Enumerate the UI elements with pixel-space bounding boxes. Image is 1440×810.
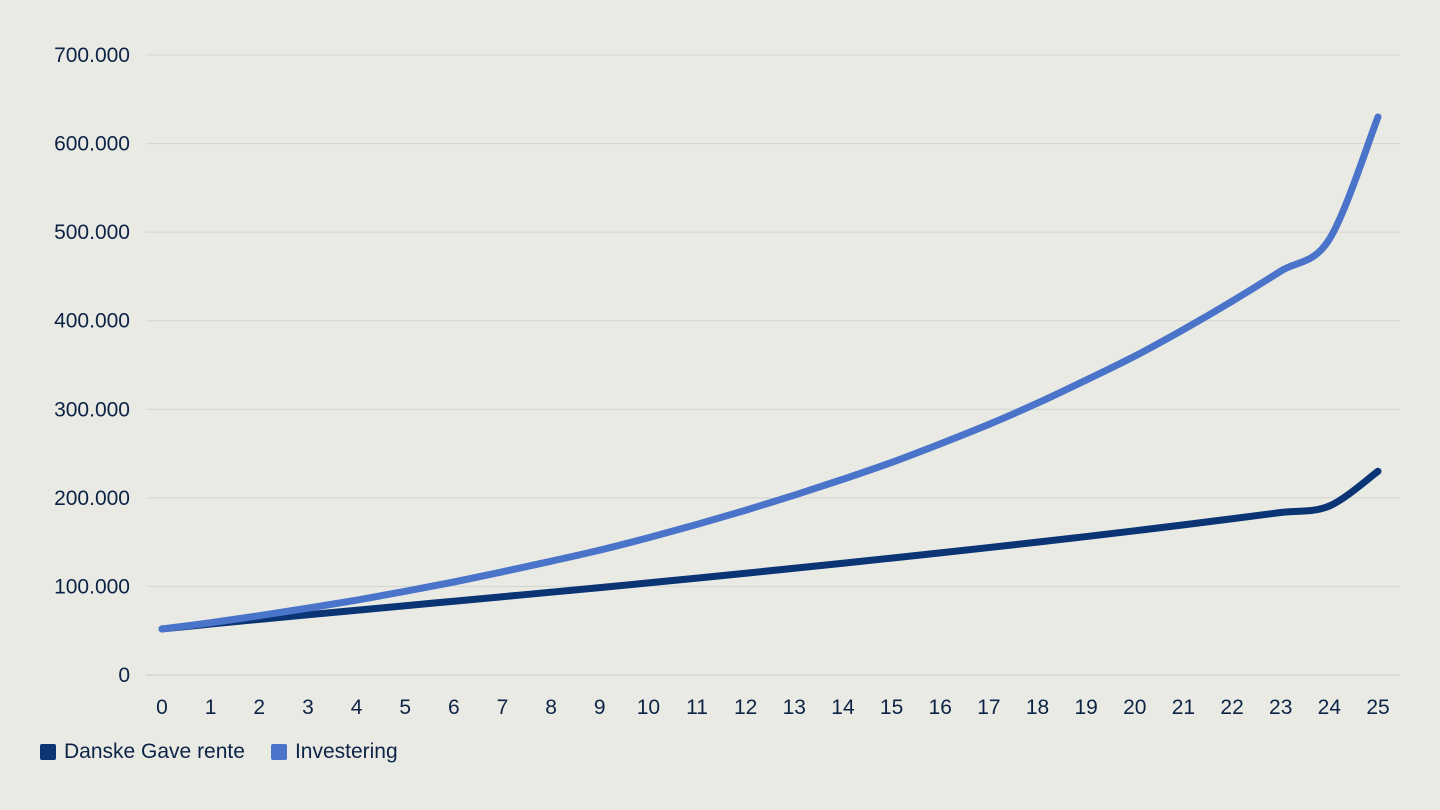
x-tick-label: 3: [302, 696, 314, 719]
x-tick-label: 11: [686, 696, 708, 719]
legend-swatch-danske-gave-rente: [40, 744, 56, 760]
legend-label: Investering: [294, 740, 398, 763]
x-tick-label: 9: [594, 696, 606, 719]
x-tick-label: 8: [545, 696, 557, 719]
y-tick-label: 700.000: [54, 44, 130, 67]
series-line-danske-gave-rente: [158, 467, 1382, 633]
x-tick-label: 7: [497, 696, 509, 719]
y-tick-label: 0: [118, 664, 130, 687]
y-tick-label: 400.000: [54, 310, 130, 333]
y-tick-label: 100.000: [54, 575, 130, 598]
x-tick-label: 0: [156, 696, 168, 719]
x-tick-label: 16: [929, 696, 952, 719]
y-tick-label: 600.000: [54, 133, 130, 156]
x-tick-label: 15: [880, 696, 903, 719]
x-tick-label: 10: [637, 696, 660, 719]
x-tick-label: 18: [1026, 696, 1049, 719]
series-line-investering: [158, 113, 1382, 633]
y-axis-ticks: 0 100.000 200.000 300.000 400.000 500.000 600.…: [54, 44, 130, 687]
x-tick-label: 19: [1074, 696, 1097, 719]
y-tick-label: 500.000: [54, 221, 130, 244]
series-lines: [158, 113, 1382, 633]
x-tick-label: 20: [1123, 696, 1146, 719]
x-tick-label: 17: [977, 696, 1000, 719]
x-tick-label: 14: [831, 696, 855, 719]
x-tick-label: 21: [1172, 696, 1195, 719]
legend: Danske Gave rente Investering: [40, 740, 398, 764]
x-tick-label: 4: [351, 696, 363, 719]
x-tick-label: 12: [734, 696, 757, 719]
x-tick-label: 22: [1220, 696, 1243, 719]
x-tick-label: 24: [1318, 696, 1342, 719]
x-tick-label: 25: [1366, 696, 1389, 719]
x-tick-label: 13: [783, 696, 806, 719]
x-tick-label: 2: [253, 696, 265, 719]
legend-item-investering[interactable]: Investering: [270, 740, 398, 764]
x-tick-label: 23: [1269, 696, 1292, 719]
x-axis-ticks: 0 1 2 3 4 5 6 7 8 9 10 11 12 13 14 15 16 17 18 19 20 21 22 23 24…: [156, 696, 1390, 719]
legend-swatch-investering: [270, 744, 287, 760]
x-tick-label: 6: [448, 696, 460, 719]
legend-item-danske-gave-rente[interactable]: Danske Gave rente: [40, 740, 245, 764]
x-tick-label: 1: [205, 696, 217, 719]
legend-label: Danske Gave rente: [64, 740, 245, 763]
x-tick-label: 5: [399, 696, 411, 719]
y-tick-label: 300.000: [54, 398, 130, 421]
y-tick-label: 200.000: [54, 487, 130, 510]
gridlines: [146, 54, 1400, 676]
